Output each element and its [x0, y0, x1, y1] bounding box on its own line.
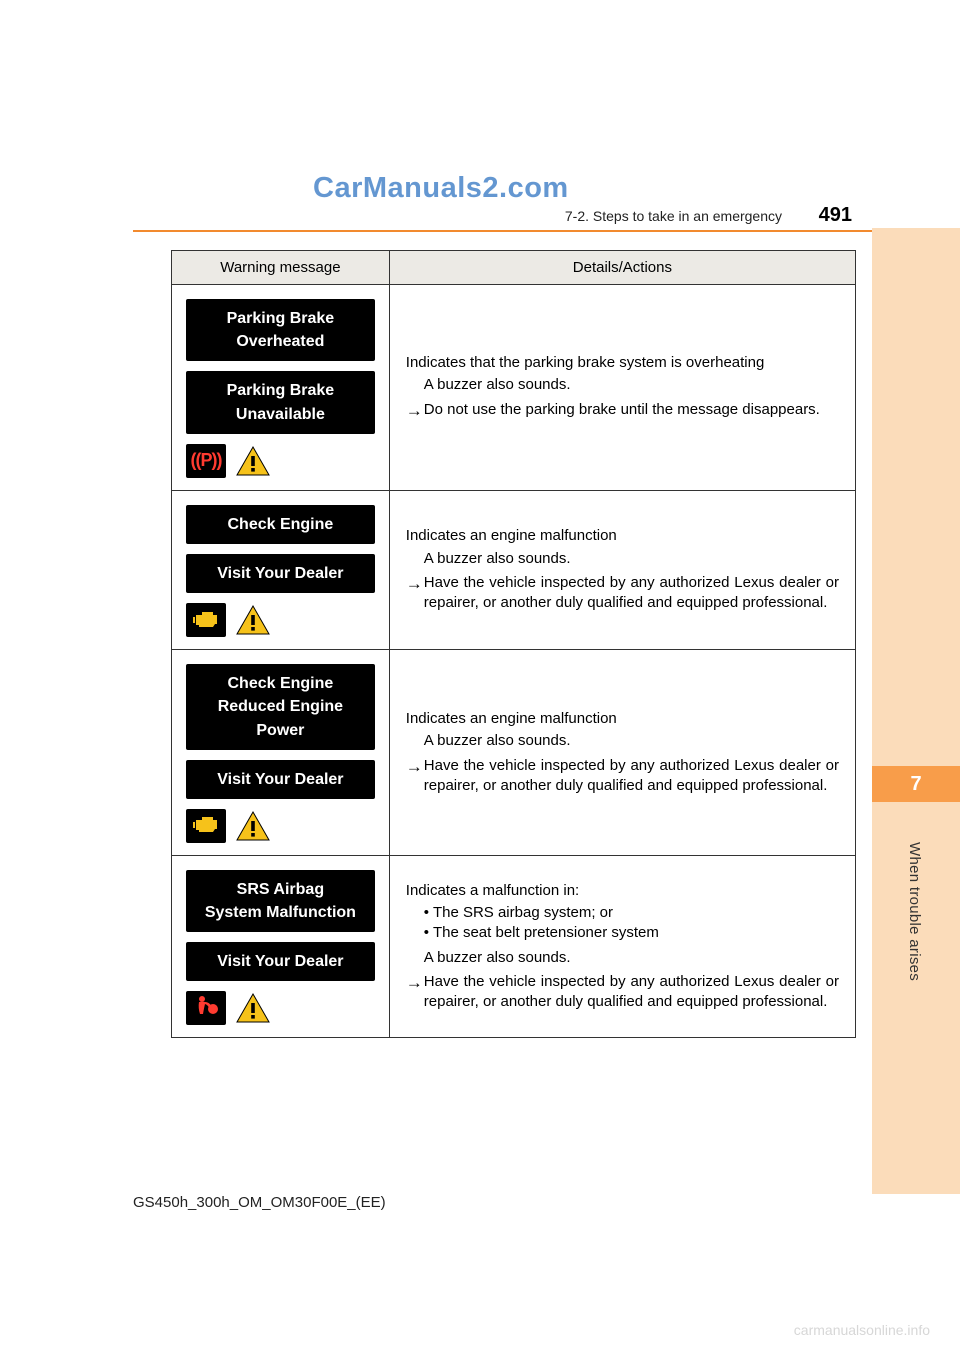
details-action: →Have the vehicle inspected by any autho…	[406, 972, 839, 1013]
warning-message-block: SRS AirbagSystem Malfunction	[186, 870, 375, 932]
details-bullet: The SRS airbag system; or	[424, 903, 839, 923]
warning-triangle-icon	[234, 991, 272, 1025]
details-action-text: Have the vehicle inspected by any author…	[424, 972, 839, 1013]
details-lead: Indicates an engine malfunction	[406, 709, 839, 729]
chapter-title: When trouble arises	[906, 842, 923, 981]
details-sub: A buzzer also sounds.	[406, 731, 839, 751]
warning-cell: SRS AirbagSystem Malfunction Visit Your D…	[172, 855, 390, 1038]
details-action: →Have the vehicle inspected by any autho…	[406, 573, 839, 614]
page-header: 7-2. Steps to take in an emergency 491	[133, 208, 872, 224]
engine-icon	[186, 809, 226, 843]
details-action-text: Do not use the parking brake until the m…	[424, 400, 839, 420]
airbag-icon	[186, 991, 226, 1025]
details-sub: A buzzer also sounds.	[406, 375, 839, 395]
details-sub: A buzzer also sounds.	[406, 948, 839, 968]
warning-triangle-icon	[234, 809, 272, 843]
arrow-icon: →	[406, 400, 424, 422]
warning-cell: Check EngineReduced EnginePower Visit You…	[172, 650, 390, 856]
warning-icons-row	[186, 809, 381, 843]
col-header-warning: Warning message	[172, 251, 390, 285]
table-header-row: Warning message Details/Actions	[172, 251, 856, 285]
warning-message-block: Check EngineReduced EnginePower	[186, 664, 375, 750]
page-number: 491	[819, 204, 852, 227]
footer-model: GS450h_300h_OM_OM30F00E_(EE)	[133, 1194, 386, 1211]
warning-cell: Parking BrakeOverheated Parking BrakeUnav…	[172, 285, 390, 491]
warning-cell: Check Engine Visit Your Dealer	[172, 490, 390, 649]
details-cell: Indicates an engine malfunctionA buzzer …	[389, 650, 855, 856]
footer-site: carmanualsonline.info	[794, 1322, 930, 1338]
warning-message-block: Visit Your Dealer	[186, 554, 375, 593]
parking-brake-icon: ((P))	[186, 444, 226, 478]
arrow-icon: →	[406, 972, 424, 994]
warning-icons-row	[186, 991, 381, 1025]
engine-icon	[186, 603, 226, 637]
section-title: 7-2. Steps to take in an emergency	[133, 208, 872, 224]
header-rule	[133, 230, 872, 232]
details-lead: Indicates a malfunction in:	[406, 881, 839, 901]
side-tab: 7 When trouble arises	[872, 228, 960, 1194]
details-lead: Indicates an engine malfunction	[406, 526, 839, 546]
arrow-icon: →	[406, 756, 424, 778]
warning-message-block: Parking BrakeOverheated	[186, 299, 375, 361]
details-cell: Indicates that the parking brake system …	[389, 285, 855, 491]
details-cell: Indicates a malfunction in:The SRS airba…	[389, 855, 855, 1038]
table-row: Check Engine Visit Your Dealer Indicates a…	[172, 490, 856, 649]
warning-triangle-icon	[234, 444, 272, 478]
warning-triangle-icon	[234, 603, 272, 637]
warning-icons-row	[186, 603, 381, 637]
details-cell: Indicates an engine malfunction A buzzer …	[389, 490, 855, 649]
watermark: CarManuals2.com	[313, 172, 569, 205]
details-action-text: Have the vehicle inspected by any author…	[424, 573, 839, 614]
details-action-text: Have the vehicle inspected by any author…	[424, 756, 839, 797]
table-row: Check EngineReduced EnginePower Visit You…	[172, 650, 856, 856]
details-bullets: The SRS airbag system; orThe seat belt p…	[406, 903, 839, 944]
warning-icons-row: ((P))	[186, 444, 381, 478]
arrow-icon: →	[406, 573, 424, 595]
warning-table: Warning message Details/Actions Parking …	[171, 250, 856, 1038]
details-sub: A buzzer also sounds.	[406, 549, 839, 569]
warning-message-block: Check Engine	[186, 505, 375, 544]
chapter-number: 7	[872, 766, 960, 802]
details-action: →Do not use the parking brake until the …	[406, 400, 839, 422]
warning-message-block: Visit Your Dealer	[186, 942, 375, 981]
details-lead: Indicates that the parking brake system …	[406, 353, 839, 373]
warning-message-block: Visit Your Dealer	[186, 760, 375, 799]
col-header-details: Details/Actions	[389, 251, 855, 285]
details-bullet: The seat belt pretensioner system	[424, 923, 839, 943]
details-action: →Have the vehicle inspected by any autho…	[406, 756, 839, 797]
table-row: Parking BrakeOverheated Parking BrakeUnav…	[172, 285, 856, 491]
warning-message-block: Parking BrakeUnavailable	[186, 371, 375, 433]
table-row: SRS AirbagSystem Malfunction Visit Your D…	[172, 855, 856, 1038]
